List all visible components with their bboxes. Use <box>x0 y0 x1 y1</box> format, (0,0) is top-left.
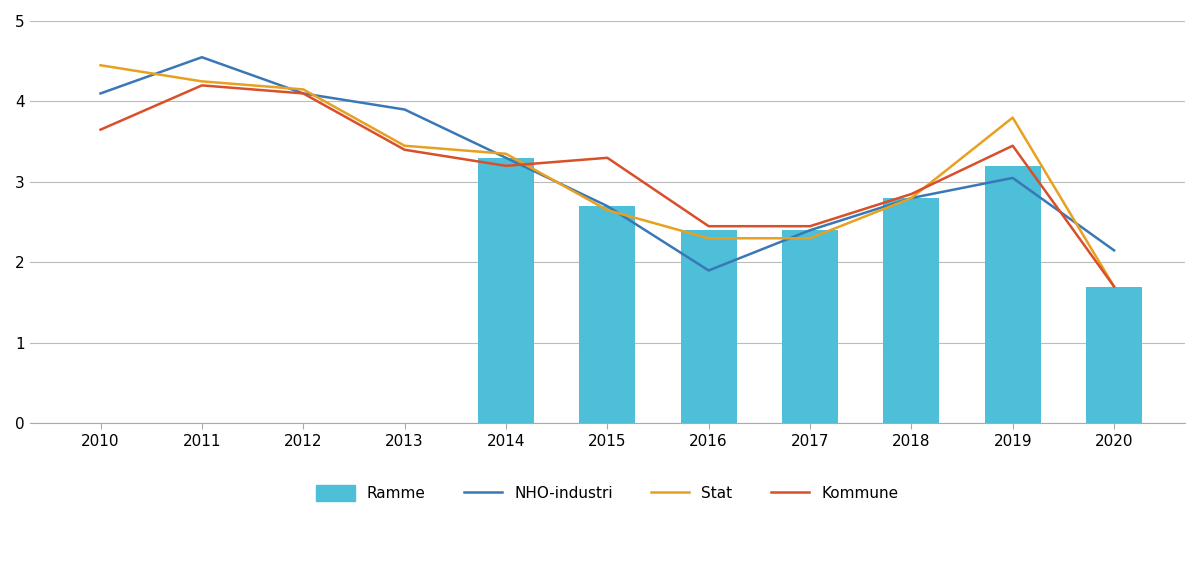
NHO-industri <box>1006 175 1020 182</box>
Stat <box>397 142 412 149</box>
Stat <box>600 207 614 214</box>
NHO-industri <box>1106 247 1121 254</box>
NHO-industri <box>194 54 209 61</box>
Stat <box>803 235 817 242</box>
Kommune <box>1006 142 1020 149</box>
Line: Stat: Stat <box>101 65 1114 286</box>
Stat <box>194 78 209 85</box>
NHO-industri <box>296 90 311 97</box>
Bar <box>883 198 940 423</box>
Stat <box>1106 283 1121 290</box>
Stat <box>904 195 918 202</box>
NHO-industri <box>803 227 817 234</box>
Stat <box>702 235 716 242</box>
Line: NHO-industri: NHO-industri <box>101 57 1114 270</box>
NHO-industri <box>600 203 614 210</box>
Stat <box>296 86 311 93</box>
Bar <box>680 230 737 423</box>
Line: Kommune: Kommune <box>101 85 1114 286</box>
Kommune <box>94 126 108 133</box>
NHO-industri <box>499 154 514 161</box>
Bar <box>478 158 534 423</box>
NHO-industri <box>904 195 918 202</box>
Bar <box>782 230 838 423</box>
Bar <box>1086 286 1142 423</box>
Kommune <box>803 223 817 230</box>
NHO-industri <box>397 106 412 113</box>
Stat <box>499 150 514 157</box>
Bar <box>985 166 1040 423</box>
NHO-industri <box>94 90 108 97</box>
Kommune <box>600 154 614 161</box>
Kommune <box>397 146 412 153</box>
Stat <box>94 62 108 69</box>
Kommune <box>194 82 209 89</box>
NHO-industri <box>702 267 716 274</box>
Kommune <box>499 162 514 169</box>
Kommune <box>702 223 716 230</box>
Kommune <box>904 191 918 198</box>
Legend: Ramme, NHO-industri, Stat, Kommune: Ramme, NHO-industri, Stat, Kommune <box>310 479 905 508</box>
Kommune <box>296 90 311 97</box>
Bar <box>580 206 635 423</box>
Kommune <box>1106 283 1121 290</box>
Stat <box>1006 114 1020 121</box>
